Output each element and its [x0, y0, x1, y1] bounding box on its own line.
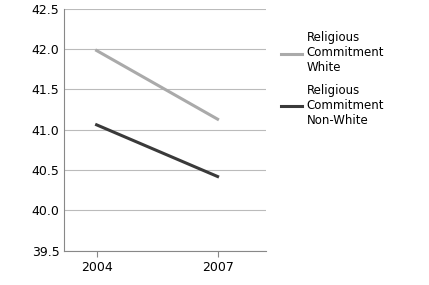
Legend: Religious
Commitment
White, Religious
Commitment
Non-White: Religious Commitment White, Religious Co… [276, 27, 389, 131]
